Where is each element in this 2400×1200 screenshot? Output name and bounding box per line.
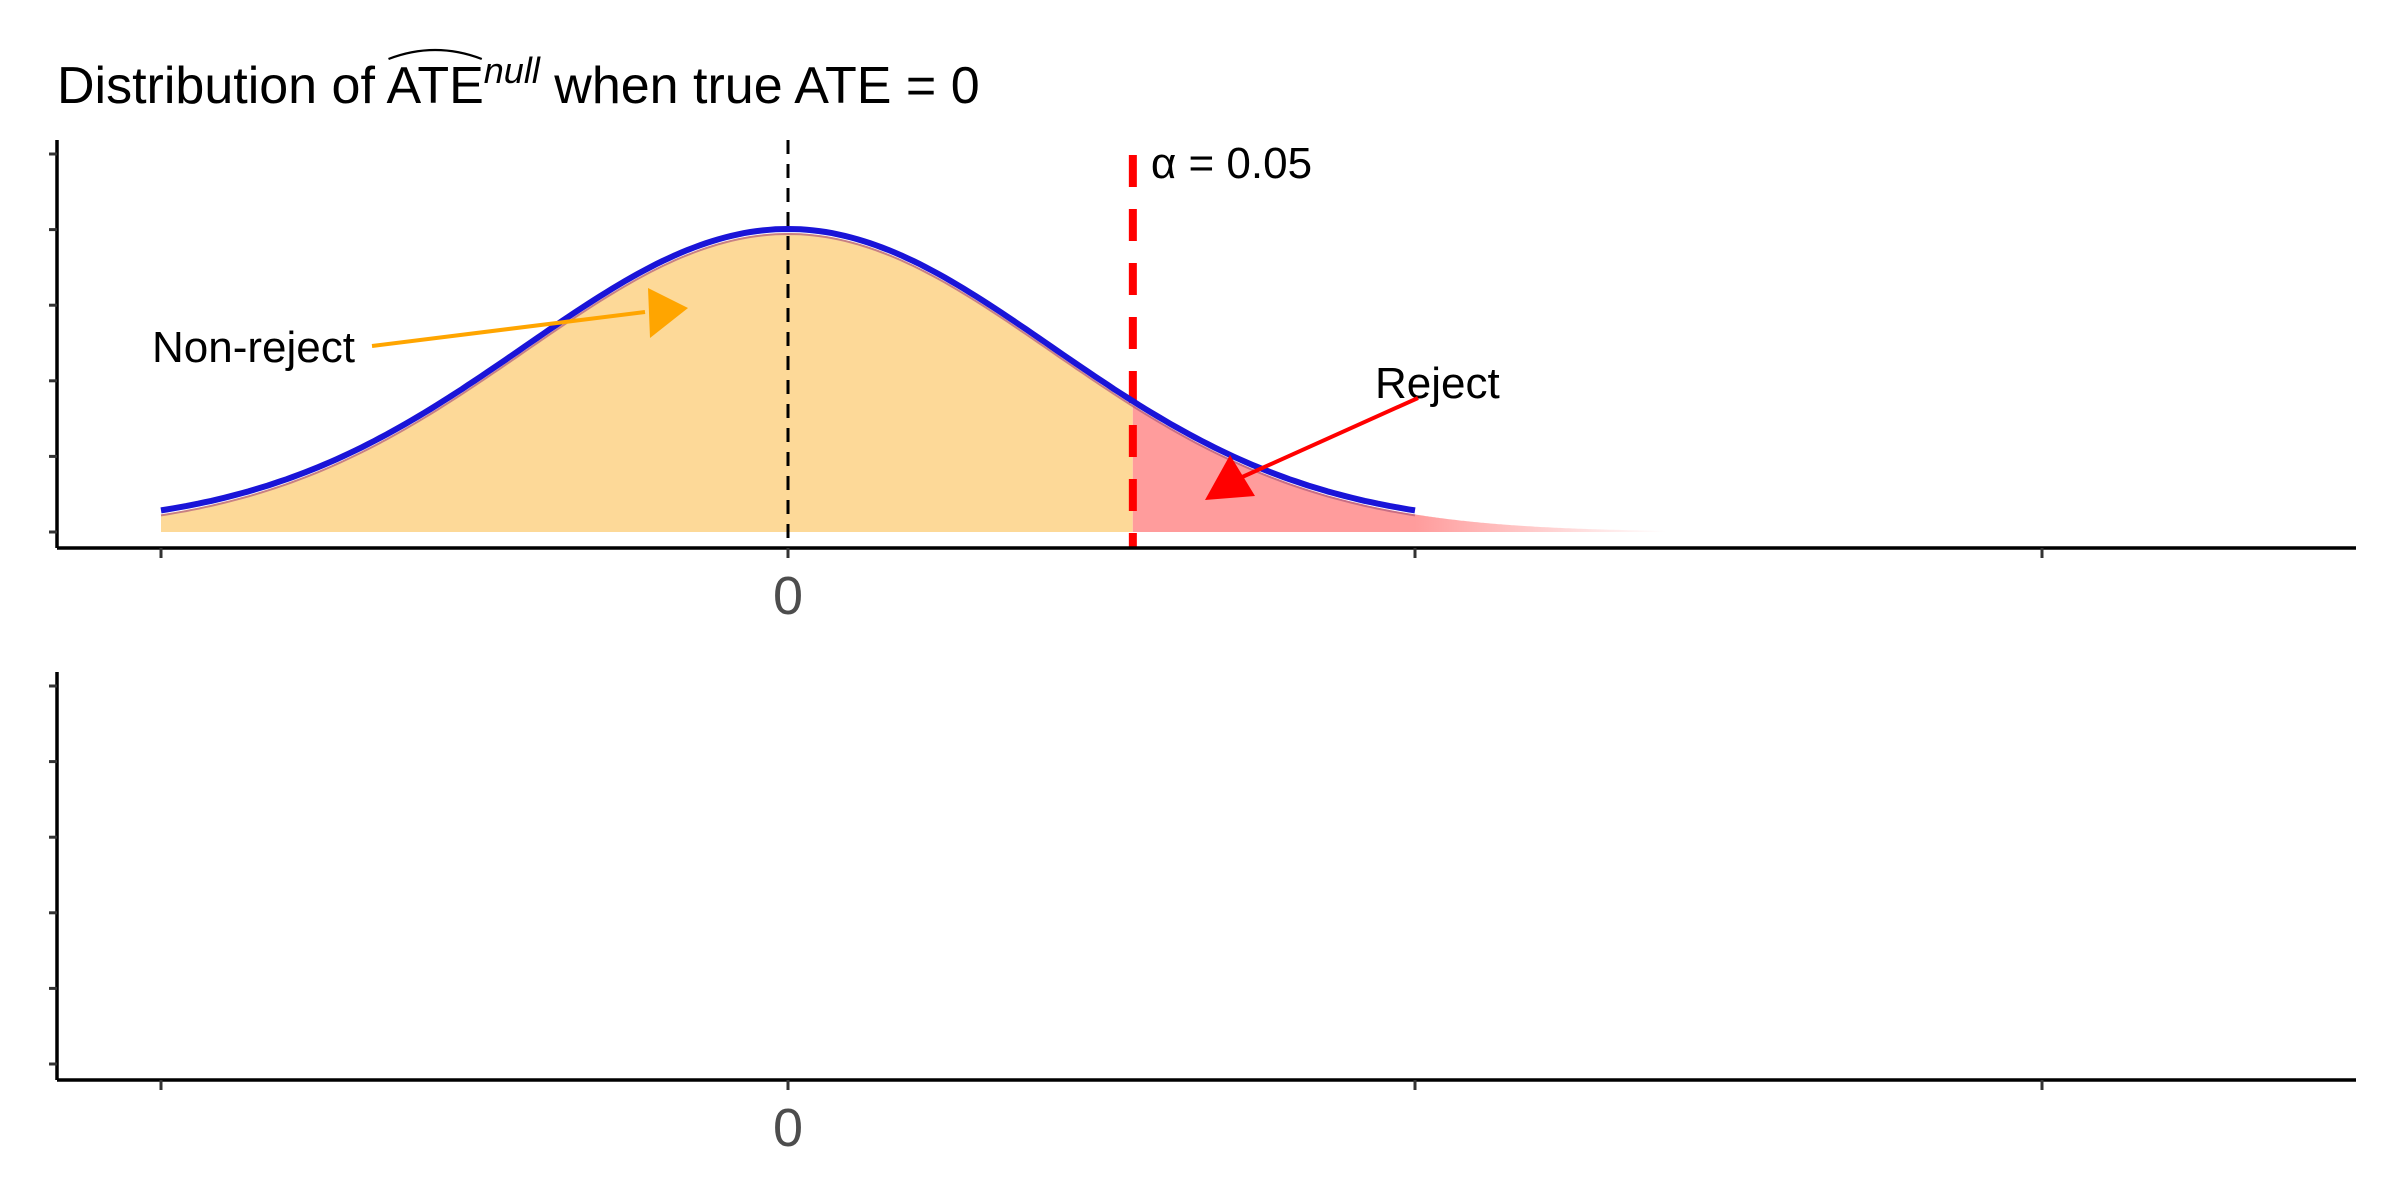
hat-accent [388, 48, 483, 61]
density-curve-inner [160, 232, 1416, 517]
top-axes: 0 [49, 140, 2356, 626]
non-reject-label: Non-reject [152, 323, 355, 372]
non-reject-arrow-line [371, 310, 646, 348]
non-reject-arrowhead [648, 288, 688, 338]
bottom-axes: 0 [49, 672, 2356, 1158]
bottom-x-tick-label: 0 [773, 1098, 803, 1158]
reject-label: Reject [1375, 359, 1500, 408]
density-curve [160, 226, 1416, 514]
title-suffix: when true ATE = 0 [540, 57, 980, 115]
reference-lines [786, 140, 1137, 548]
title-prefix: Distribution of [57, 57, 387, 115]
non-reject-area [161, 233, 1133, 532]
title-superscript: null [484, 50, 541, 91]
bottom-panel: 0 [49, 672, 2356, 1158]
title-estimator: ATE [387, 57, 484, 115]
alpha-label: α = 0.05 [1151, 139, 1312, 188]
reject-arrowhead [1205, 455, 1255, 500]
reject-arrow-line [1239, 396, 1419, 480]
annotations: α = 0.05 Non-reject Reject [152, 139, 1500, 500]
top-panel: 0 α = 0.05 Non-reject Reject [49, 139, 2356, 626]
density-curve-group [160, 226, 1416, 517]
top-x-tick-label: 0 [773, 566, 803, 626]
reject-tail-fade [1415, 514, 1666, 532]
chart-title: Distribution of ATEnull when true ATE = … [57, 50, 980, 115]
